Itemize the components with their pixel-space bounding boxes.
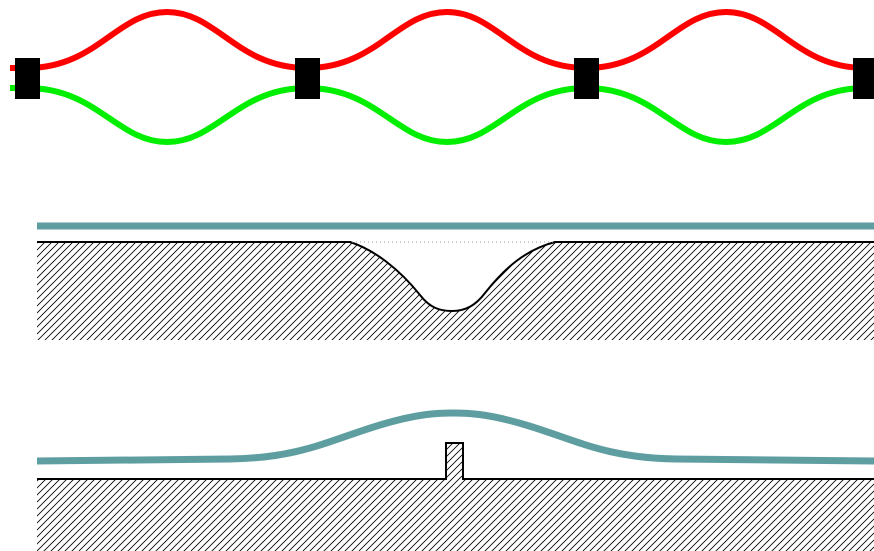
bump-panel [37,413,874,551]
diagram [0,0,874,551]
green-wave [10,88,865,142]
trough-panel [37,226,874,340]
hatched-ground [37,242,874,340]
block [853,58,874,99]
block [15,58,40,99]
page [0,0,874,551]
wave-chain [10,12,865,142]
blocks [15,58,874,99]
block [574,58,599,99]
block [295,58,320,99]
red-wave [10,12,865,68]
